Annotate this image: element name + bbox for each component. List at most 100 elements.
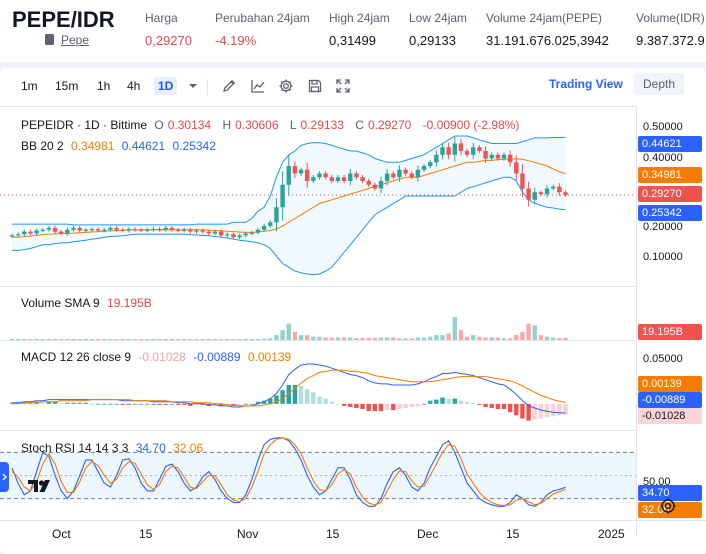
macd-histogram-bar (169, 403, 175, 405)
price-tick: 0.50000 (643, 121, 683, 133)
volume-bar (446, 333, 451, 340)
bb-lower-tag: 0.25342 (638, 205, 702, 221)
candle-body (397, 169, 402, 178)
timeframe-1d[interactable]: 1D (154, 77, 178, 95)
timeframe-4h[interactable]: 4h (127, 79, 141, 93)
macd-histogram-bar (311, 392, 316, 404)
time-axis-divider (0, 520, 706, 521)
candle-body (464, 151, 470, 155)
chart-settings-icon[interactable] (659, 497, 677, 515)
close-value: 0.29270 (367, 118, 412, 132)
volume-bar (428, 336, 433, 340)
candle-body (95, 229, 101, 231)
volume-bar (305, 335, 310, 340)
macd-histogram-bar (446, 398, 451, 404)
candle-body (188, 229, 193, 232)
volume-bar (145, 339, 150, 340)
pane-divider (0, 430, 636, 431)
bb-basis-value: 0.34981 (71, 139, 115, 153)
candle-body (323, 173, 328, 178)
candle-body (526, 188, 531, 200)
volume-value: 19.195B (107, 296, 152, 310)
stoch-rsi-pane[interactable]: Stoch RSI 14 14 3 3 34.70 32.06 (0, 431, 636, 520)
candle-body (145, 229, 150, 231)
timeframe-1h[interactable]: 1h (97, 79, 111, 93)
volume-bar (544, 336, 550, 340)
volume-bar (538, 335, 544, 340)
volume-bar (188, 339, 193, 340)
macd-histogram-bar (452, 398, 457, 404)
pencil-icon[interactable] (221, 78, 237, 94)
macd-histogram-bar (341, 403, 347, 406)
tab-depth[interactable]: Depth (634, 73, 685, 95)
candle-body (218, 231, 224, 236)
stat-change: Perubahan 24jam -4.19% (215, 11, 310, 48)
volume-pane[interactable]: Volume SMA 9 19.195B (0, 287, 636, 340)
macd-histogram-bar (280, 390, 285, 404)
macd-histogram-bar (218, 403, 224, 406)
volume-bar (102, 339, 107, 340)
ticker-header: PEPE/IDR Pepe Harga 0,29270 Perubahan 24… (0, 0, 706, 62)
chevron-down-icon[interactable] (185, 78, 201, 94)
tradingview-logo (28, 480, 50, 492)
volume-bar (114, 339, 119, 340)
macd-histogram-bar (397, 403, 402, 410)
macd-histogram-bar (59, 402, 64, 404)
volume-bar (126, 339, 132, 340)
candle-body (52, 227, 58, 232)
macd-pane[interactable]: MACD 12 26 close 9 -0.01028 -0.00889 0.0… (0, 341, 636, 430)
candle-body (237, 235, 242, 238)
volume-bar (249, 339, 255, 340)
stoch-k-value: 34.70 (135, 441, 166, 455)
save-icon[interactable] (307, 78, 323, 94)
volume-bar (489, 337, 494, 340)
volume-bar (59, 339, 64, 340)
volume-bar (182, 339, 187, 340)
volume-bar (384, 337, 390, 340)
macd-histogram-bar (489, 403, 494, 409)
volume-bar (440, 335, 445, 340)
time-axis[interactable]: Oct 15 Nov 15 Dec 15 2025 (0, 520, 636, 554)
stat-value: 0,29270 (145, 33, 192, 48)
macd-histogram-bar (514, 403, 519, 416)
macd-histogram-bar (268, 398, 273, 404)
stat-volume-pepe: Volume 24jam(PEPE) 31.191.676.025,3942 (486, 11, 609, 48)
macd-histogram-bar (440, 397, 445, 404)
volume-bar (83, 339, 88, 340)
price-scale[interactable]: 0.50000 0.40000 0.20000 0.10000 0.44621 … (636, 106, 706, 536)
price-pane[interactable]: PEPEIDR · 1D · Bittime O 0.30134 H 0.30606… (0, 106, 636, 286)
candle-body (514, 162, 519, 174)
macd-histogram-bar (71, 402, 76, 404)
macd-histogram-bar (237, 403, 242, 405)
volume-bar (298, 335, 304, 340)
low-label: L (289, 118, 297, 132)
volume-bar (255, 339, 261, 340)
pane-divider (0, 286, 636, 287)
volume-bar (292, 331, 298, 340)
token-link[interactable]: Pepe (61, 33, 90, 47)
stat-label: Volume 24jam(PEPE) (486, 11, 603, 25)
volume-bar (323, 337, 328, 340)
stat-label: High 24jam (329, 11, 390, 25)
macd-histogram-bar (354, 403, 359, 409)
fullscreen-icon[interactable] (335, 78, 351, 94)
macd-histogram-bar (52, 401, 58, 404)
gear-icon[interactable] (278, 78, 294, 94)
panel-toggle-handle[interactable] (0, 462, 9, 492)
volume-bar (120, 339, 125, 340)
volume-bar (434, 335, 439, 340)
macd-legend: MACD 12 26 close 9 -0.01028 -0.00889 0.0… (21, 350, 295, 364)
macd-histogram-bar (225, 403, 230, 405)
macd-histogram-bar (114, 403, 119, 405)
candle-body (409, 173, 414, 178)
volume-bar (95, 339, 101, 340)
candle-body (46, 227, 52, 230)
timeframe-15m[interactable]: 15m (55, 79, 79, 93)
indicators-icon[interactable] (250, 78, 266, 94)
macd-histogram-bar (145, 403, 150, 405)
timeframe-1m[interactable]: 1m (21, 79, 38, 93)
tab-trading-view[interactable]: Trading View (549, 77, 623, 91)
volume-label: Volume SMA 9 (21, 296, 100, 310)
macd-histogram-bar (298, 386, 304, 404)
volume-bar (348, 337, 353, 340)
